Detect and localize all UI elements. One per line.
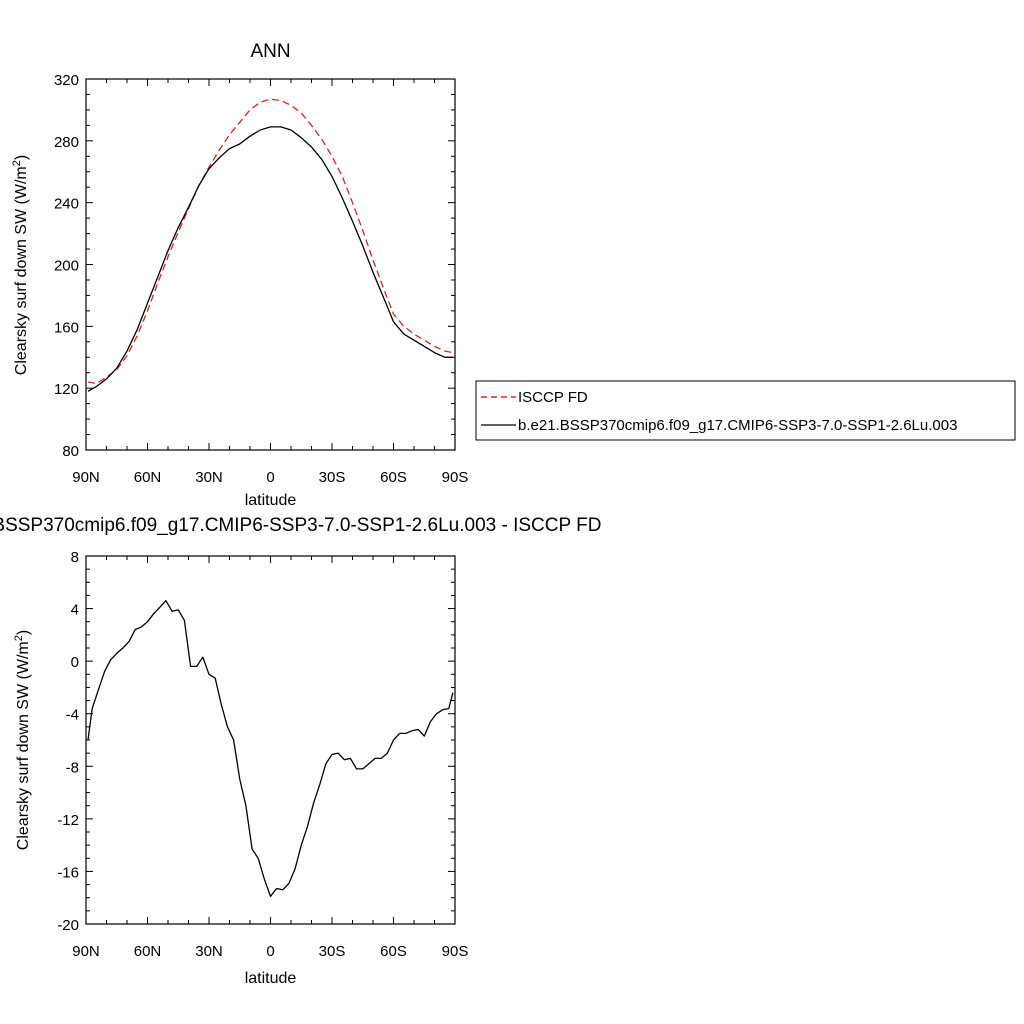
bottom-plot-x-tick-label: 90N bbox=[72, 943, 100, 960]
top-plot-frame bbox=[85, 78, 456, 451]
bottom-plot-frame bbox=[85, 555, 456, 925]
top-plot-title: ANN bbox=[250, 41, 290, 62]
legend-label-isccp: ISCCP FD bbox=[518, 389, 588, 406]
top-plot-x-tick-label: 60N bbox=[134, 469, 162, 486]
bottom-plot-x-tick-label: 30S bbox=[319, 943, 346, 960]
bottom-plot: b.e21.BSSP370cmip6.f09_g17.CMIP6-SSP3-7.… bbox=[0, 515, 601, 987]
top-plot-x-axis-label: latitude bbox=[245, 492, 297, 509]
bottom-plot-series-line-0 bbox=[87, 600, 454, 898]
top-plot-x-tick-label: 0 bbox=[266, 469, 274, 486]
bottom-plot-y-tick-label: -16 bbox=[57, 864, 79, 881]
top-plot: ANN 80 120 160 200 240 280 320 90N 60N 30N 0 30S 60… bbox=[11, 41, 468, 509]
bottom-plot-x-tick-label: 60N bbox=[134, 943, 162, 960]
top-plot-y-tick-label: 280 bbox=[54, 134, 79, 151]
top-plot-series bbox=[87, 98, 454, 392]
bottom-plot-x-tick-label: 90S bbox=[442, 943, 469, 960]
top-plot-y-tick-label: 200 bbox=[54, 258, 79, 275]
top-plot-y-tick-label: 80 bbox=[62, 443, 79, 460]
bottom-plot-y-tick-label: 0 bbox=[71, 654, 79, 671]
top-plot-series-line-1 bbox=[87, 126, 453, 392]
legend-label-model: b.e21.BSSP370cmip6.f09_g17.CMIP6-SSP3-7.… bbox=[518, 417, 957, 434]
top-plot-x-axis: 90N 60N 30N 0 30S 60S 90S bbox=[72, 79, 468, 486]
top-plot-y-tick-label: 320 bbox=[54, 72, 79, 89]
top-plot-x-tick-label: 60S bbox=[380, 469, 407, 486]
top-plot-y-tick-label: 240 bbox=[54, 196, 79, 213]
top-plot-y-tick-label: 160 bbox=[54, 319, 79, 336]
bottom-plot-x-tick-label: 0 bbox=[266, 943, 274, 960]
bottom-plot-y-tick-label: -4 bbox=[66, 707, 79, 724]
bottom-plot-y-tick-label: 8 bbox=[71, 549, 79, 566]
bottom-plot-x-tick-label: 60S bbox=[380, 943, 407, 960]
top-plot-x-tick-label: 90N bbox=[72, 469, 100, 486]
bottom-plot-series bbox=[87, 600, 454, 898]
top-plot-x-tick-label: 30S bbox=[319, 469, 346, 486]
bottom-plot-y-tick-label: 4 bbox=[71, 602, 79, 619]
bottom-plot-y-axis-label: Clearsky surf down SW (W/m2) bbox=[13, 630, 32, 850]
top-plot-y-axis: 80 120 160 200 240 280 320 bbox=[54, 72, 455, 460]
bottom-plot-y-tick-label: -20 bbox=[57, 917, 79, 934]
top-plot-x-tick-label: 90S bbox=[442, 469, 469, 486]
bottom-plot-x-axis: 90N 60N 30N 0 30S 60S 90S bbox=[72, 556, 468, 960]
bottom-plot-y-tick-label: -12 bbox=[57, 812, 79, 829]
top-plot-y-axis-label: Clearsky surf down SW (W/m2) bbox=[11, 155, 30, 375]
bottom-plot-x-axis-label: latitude bbox=[245, 970, 297, 987]
bottom-plot-x-tick-label: 30N bbox=[195, 943, 223, 960]
top-plot-series-line-0 bbox=[87, 98, 454, 385]
bottom-plot-y-axis: -20 -16 -12 -8 -4 0 4 8 bbox=[57, 549, 455, 934]
bottom-plot-y-tick-label: -8 bbox=[66, 759, 79, 776]
legend: ISCCP FD b.e21.BSSP370cmip6.f09_g17.CMIP… bbox=[475, 380, 1016, 441]
top-plot-x-tick-label: 30N bbox=[195, 469, 223, 486]
bottom-plot-title: b.e21.BSSP370cmip6.f09_g17.CMIP6-SSP3-7.… bbox=[0, 515, 601, 536]
top-plot-y-tick-label: 120 bbox=[54, 381, 79, 398]
legend-box bbox=[475, 380, 1016, 441]
